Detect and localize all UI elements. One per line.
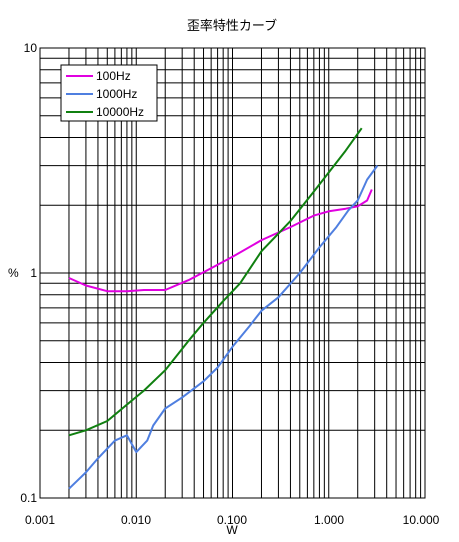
legend-label-100hz: 100Hz <box>96 69 131 83</box>
legend-label-10000hz: 10000Hz <box>96 105 144 119</box>
y-tick-label-10: 10 <box>24 41 38 55</box>
y-tick-label-0.1: 0.1 <box>20 491 37 505</box>
series-line-10000hz <box>68 127 363 437</box>
x-axis-label: W <box>226 523 238 537</box>
plot-frame <box>39 47 426 499</box>
grid <box>40 48 425 498</box>
x-tick-label-0.010: 0.010 <box>121 513 151 527</box>
x-tick-label-0.001: 0.001 <box>25 513 55 527</box>
y-axis-label: % <box>8 266 19 280</box>
y-tick-label-1: 1 <box>30 266 37 280</box>
series-line-1000hz <box>68 165 379 490</box>
legend-label-1000hz: 1000Hz <box>96 87 137 101</box>
legend: 100Hz 1000Hz 10000Hz <box>60 64 158 122</box>
x-tick-label-10.000: 10.000 <box>403 513 440 527</box>
x-tick-label-0.100: 0.100 <box>217 513 247 527</box>
x-tick-label-1.000: 1.000 <box>314 513 344 527</box>
chart-title: 歪率特性カーブ <box>187 18 277 33</box>
series-lines <box>68 127 379 490</box>
